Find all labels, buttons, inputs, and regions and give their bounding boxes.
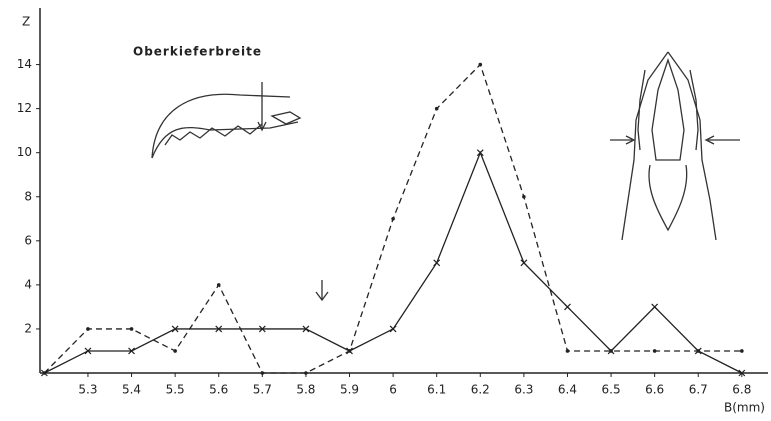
- y-tick-label: 4: [24, 277, 32, 291]
- point: [40, 369, 48, 377]
- x-tick-label: 5.6: [209, 383, 228, 397]
- x-tick-label: 5.4: [122, 383, 141, 397]
- point: [694, 347, 702, 355]
- x-tick-label: 6.4: [558, 383, 577, 397]
- point: [391, 216, 395, 221]
- point: [520, 259, 528, 267]
- point: [128, 347, 135, 355]
- x-tick-label: 6: [389, 383, 397, 397]
- point: [258, 325, 266, 333]
- x-tick-label: 5.8: [296, 383, 315, 397]
- annotation: Oberkieferbreite: [133, 45, 262, 59]
- point: [652, 349, 657, 353]
- y-tick-label: 12: [17, 101, 32, 115]
- y-tick-label: 14: [17, 57, 32, 71]
- x-tick-label: 6.2: [471, 383, 490, 397]
- point: [173, 349, 177, 353]
- x-tick-label: 5.9: [340, 383, 359, 397]
- point: [260, 371, 265, 375]
- point: [302, 325, 310, 333]
- x-tick-label: 5.7: [253, 383, 272, 397]
- y-axis-label: Z: [22, 15, 30, 29]
- point: [216, 283, 221, 287]
- y-tick-label: 6: [24, 233, 32, 247]
- point: [84, 347, 92, 355]
- x-tick-label: 6.6: [645, 383, 664, 397]
- series-line: [44, 150, 743, 374]
- point: [433, 259, 441, 267]
- x-tick-label: 5.5: [166, 383, 185, 397]
- point: [434, 106, 439, 111]
- x-tick-label: 6.1: [427, 383, 446, 397]
- point: [607, 347, 615, 355]
- x-tick-label: 6.8: [732, 383, 751, 397]
- point: [346, 347, 353, 355]
- point: [129, 327, 134, 331]
- x-tick-label: 6.5: [602, 383, 621, 397]
- point: [651, 303, 659, 311]
- x-tick-label: 6.7: [689, 383, 708, 397]
- point: [564, 303, 571, 311]
- point: [171, 325, 179, 333]
- point: [740, 349, 744, 353]
- skull-sketch: [610, 51, 740, 241]
- point: [565, 349, 570, 353]
- point: [215, 325, 223, 333]
- jaw-sketch: [151, 82, 302, 159]
- point: [304, 371, 308, 375]
- arrow: [315, 280, 329, 302]
- point: [522, 194, 526, 199]
- y-tick-label: 8: [24, 189, 32, 203]
- point: [738, 369, 746, 377]
- x-tick-label: 5.3: [78, 383, 97, 397]
- x-axis-label: B(mm): [724, 401, 765, 415]
- y-tick-label: 2: [24, 321, 32, 335]
- point: [389, 325, 397, 333]
- y-tick-label: 10: [17, 145, 32, 159]
- point: [476, 149, 484, 157]
- point: [86, 327, 90, 331]
- point: [478, 62, 483, 67]
- x-tick-label: 6.3: [514, 383, 533, 397]
